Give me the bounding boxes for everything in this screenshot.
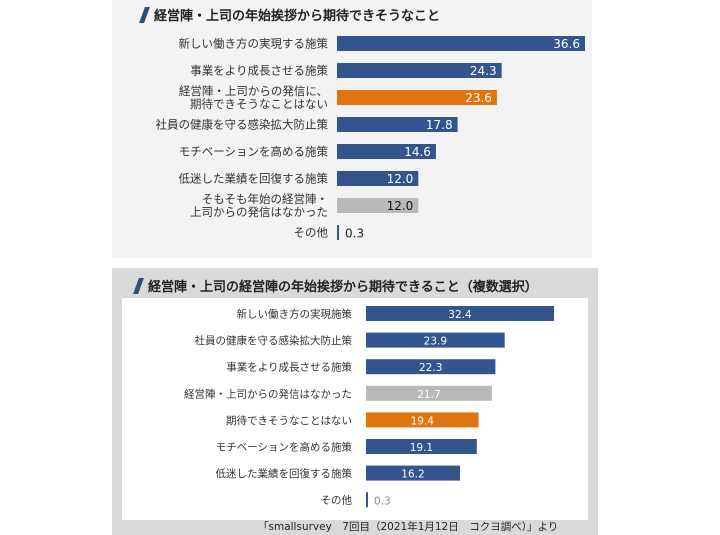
bar [366, 412, 479, 428]
data-label: 36.6 [553, 37, 580, 51]
category-label: 社員の健康を守る感染拡大防止策 [156, 118, 329, 132]
bar [337, 144, 436, 159]
data-label: 12.0 [387, 172, 414, 186]
bar [337, 171, 419, 186]
category-label: 期待できそうなことはない [190, 97, 328, 111]
category-label: 期待できそうなことはない [226, 414, 352, 427]
bar [337, 117, 458, 132]
data-label: 12.0 [387, 199, 414, 213]
bar [366, 332, 505, 348]
bar [337, 225, 340, 240]
category-label: 新しい働き方の実現施策 [237, 308, 353, 321]
data-label: 23.9 [424, 336, 447, 348]
data-label: 32.4 [448, 309, 472, 321]
data-label: 16.2 [401, 469, 424, 481]
category-label: 経営陣・上司からの発信はなかった [184, 387, 352, 400]
data-label: 0.3 [345, 227, 364, 241]
bar [366, 492, 368, 508]
data-label: 21.7 [417, 389, 440, 401]
chart1-title-row: 経営陣・上司の年始挨拶から期待できそうなこと [139, 5, 441, 24]
bar [366, 465, 460, 481]
data-label: 23.6 [465, 91, 492, 105]
data-label: 19.1 [410, 442, 433, 454]
data-label: 22.3 [419, 362, 442, 374]
category-label: 事業をより成長させる施策 [190, 64, 328, 78]
data-label: 19.4 [411, 415, 435, 427]
bar [366, 306, 554, 321]
chart2-title: 経営陣・上司の経営陣の年始挨拶から期待できること（複数選択） [148, 280, 538, 295]
category-label: 上司からの発信はなかった [190, 205, 328, 219]
category-label: そもそも年始の経営陣・ [202, 192, 328, 206]
data-label: 24.3 [470, 64, 497, 78]
category-label: 社員の健康を守る感染拡大防止策 [195, 334, 353, 347]
category-label: その他 [294, 226, 329, 240]
data-label: 17.8 [426, 118, 453, 132]
bar [337, 90, 497, 105]
data-label: 14.6 [404, 145, 431, 159]
category-label: 事業をより成長させる施策 [226, 361, 352, 374]
bar [366, 385, 492, 401]
bar [337, 36, 585, 51]
bar [366, 359, 496, 375]
bar [337, 63, 502, 78]
chart-panel-2: 経営陣・上司の経営陣の年始挨拶から期待できること（複数選択） 「smallsur… [112, 268, 598, 535]
category-label: 低迷した業績を回復する施策 [216, 467, 353, 480]
data-label: 0.3 [374, 496, 391, 508]
category-label: モチベーションを高める施策 [179, 145, 329, 159]
category-label: 経営陣・上司からの発信に、 [179, 84, 328, 98]
bar [366, 439, 477, 454]
category-label: その他 [321, 494, 353, 507]
category-label: 低迷した業績を回復する施策 [179, 172, 329, 186]
category-label: 新しい働き方の実現する施策 [179, 37, 329, 51]
chart2-title-row: 経営陣・上司の経営陣の年始挨拶から期待できること（複数選択） [133, 276, 538, 295]
source-note: 「smallsurvey 7回目（2021年1月12日 コクヨ調べ）」より [258, 521, 559, 533]
chart2-plot-area [122, 298, 588, 520]
bar [337, 198, 419, 213]
chart1-title: 経営陣・上司の年始挨拶から期待できそうなこと [154, 9, 441, 24]
category-label: モチベーションを高める施策 [216, 441, 353, 454]
